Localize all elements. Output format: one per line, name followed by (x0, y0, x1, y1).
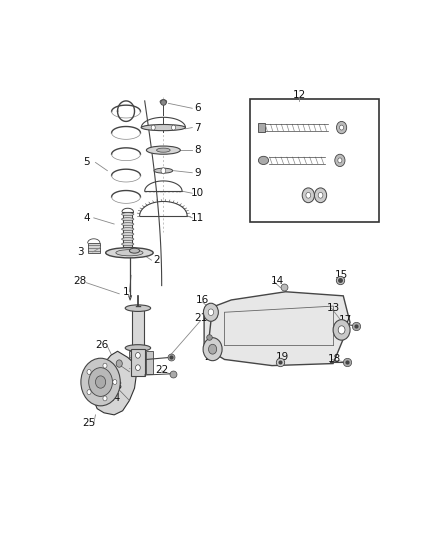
Ellipse shape (122, 223, 134, 225)
Text: 28: 28 (74, 277, 87, 286)
Text: 4: 4 (84, 213, 90, 223)
Circle shape (203, 303, 219, 321)
Text: 7: 7 (194, 123, 201, 133)
Circle shape (103, 363, 107, 368)
Circle shape (339, 125, 344, 130)
Ellipse shape (125, 305, 151, 311)
Circle shape (88, 368, 113, 397)
Text: 12: 12 (293, 90, 306, 100)
Bar (131, 349, 145, 376)
Circle shape (172, 125, 176, 130)
Ellipse shape (154, 168, 173, 173)
Circle shape (87, 390, 91, 394)
Text: 1: 1 (123, 287, 129, 297)
Text: 16: 16 (196, 295, 209, 305)
Bar (88, 243, 100, 253)
Circle shape (203, 338, 222, 361)
Circle shape (113, 379, 117, 384)
Circle shape (318, 192, 323, 198)
Text: 9: 9 (194, 168, 201, 177)
Text: 3: 3 (77, 247, 84, 257)
Bar (123, 212, 132, 247)
Text: 24: 24 (107, 393, 121, 403)
Bar (130, 351, 135, 374)
Circle shape (314, 188, 327, 203)
Circle shape (336, 122, 346, 134)
Circle shape (338, 158, 342, 163)
Polygon shape (204, 292, 350, 366)
Text: 20: 20 (205, 352, 217, 362)
Text: 26: 26 (95, 340, 109, 350)
Ellipse shape (106, 248, 153, 258)
Text: 19: 19 (276, 352, 289, 362)
Text: 25: 25 (82, 418, 95, 428)
Ellipse shape (258, 156, 268, 165)
Text: 6: 6 (194, 103, 201, 114)
Ellipse shape (130, 248, 140, 253)
Ellipse shape (125, 345, 151, 351)
Circle shape (116, 360, 122, 367)
Text: 2: 2 (153, 255, 160, 265)
Ellipse shape (122, 238, 134, 240)
Circle shape (208, 309, 214, 316)
Circle shape (95, 376, 106, 388)
Polygon shape (94, 351, 136, 415)
Text: 11: 11 (191, 213, 204, 223)
Text: 14: 14 (270, 277, 284, 286)
Circle shape (151, 125, 155, 130)
Text: 18: 18 (328, 354, 342, 365)
Text: 23: 23 (109, 381, 123, 391)
Circle shape (333, 320, 350, 340)
Text: 22: 22 (155, 365, 168, 375)
Text: 21: 21 (194, 313, 207, 324)
Circle shape (103, 396, 107, 401)
Circle shape (208, 344, 217, 354)
Circle shape (161, 168, 166, 174)
Bar (146, 351, 152, 374)
Text: 8: 8 (194, 145, 201, 155)
Ellipse shape (157, 148, 170, 152)
Circle shape (302, 188, 314, 203)
Circle shape (87, 369, 91, 374)
Ellipse shape (122, 217, 134, 221)
Circle shape (81, 358, 120, 406)
Text: 15: 15 (335, 270, 348, 280)
Bar (258, 123, 265, 133)
Ellipse shape (160, 100, 167, 104)
Ellipse shape (141, 125, 185, 131)
Circle shape (135, 352, 140, 358)
Bar (250, 99, 379, 222)
Circle shape (335, 154, 345, 166)
Ellipse shape (122, 232, 134, 236)
Ellipse shape (146, 146, 180, 154)
Ellipse shape (122, 213, 134, 216)
Bar (132, 309, 144, 348)
Ellipse shape (122, 243, 134, 246)
Ellipse shape (122, 228, 134, 231)
Text: 10: 10 (191, 188, 204, 198)
Text: 13: 13 (326, 303, 340, 313)
Circle shape (135, 365, 140, 370)
Circle shape (338, 326, 345, 334)
Circle shape (306, 192, 311, 198)
Text: 5: 5 (84, 157, 90, 167)
Ellipse shape (116, 249, 143, 256)
Text: 17: 17 (338, 316, 352, 326)
